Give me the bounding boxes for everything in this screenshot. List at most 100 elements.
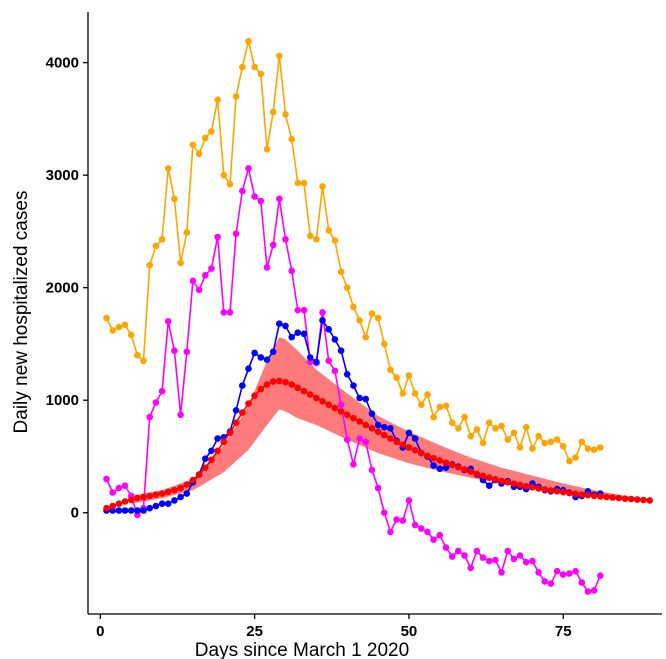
data-point (356, 317, 363, 324)
data-point (603, 493, 610, 501)
data-point (226, 180, 234, 188)
data-point (319, 317, 326, 324)
data-point (350, 382, 357, 389)
data-point (535, 569, 542, 576)
data-point (646, 497, 653, 504)
data-point (393, 438, 400, 446)
data-point (504, 547, 512, 555)
data-point (381, 423, 388, 431)
data-point (300, 387, 308, 395)
data-point (121, 507, 129, 514)
data-point (430, 454, 437, 462)
data-point (541, 439, 548, 447)
y-tick-label: 0 (71, 505, 79, 522)
data-point (282, 236, 289, 243)
data-point (171, 195, 178, 203)
data-point (640, 496, 647, 504)
data-point (381, 509, 388, 516)
data-point (189, 277, 197, 285)
series-0 (103, 38, 604, 465)
data-point (232, 93, 240, 100)
data-point (430, 536, 437, 543)
data-point (368, 466, 376, 474)
data-point (356, 394, 363, 402)
data-point (343, 371, 351, 378)
data-point (529, 445, 536, 452)
data-point (343, 284, 351, 292)
data-point (387, 528, 394, 536)
data-point (177, 259, 184, 267)
data-point (152, 502, 160, 510)
data-point (522, 482, 530, 490)
data-point (405, 497, 413, 504)
data-point (134, 507, 141, 514)
data-point (319, 309, 326, 316)
data-point (504, 436, 512, 443)
data-point (319, 398, 326, 405)
x-tick-label: 50 (401, 623, 418, 640)
data-point (399, 390, 407, 397)
data-point (424, 452, 431, 460)
data-point (387, 366, 394, 374)
data-point (597, 444, 604, 451)
data-point (535, 432, 542, 440)
data-point (381, 431, 388, 439)
data-point (313, 236, 320, 243)
data-point (405, 429, 413, 437)
data-point (609, 494, 616, 501)
data-point (269, 241, 277, 249)
data-point (522, 423, 530, 431)
data-point (436, 531, 444, 539)
data-point (337, 408, 345, 415)
data-point (572, 490, 579, 498)
data-point (566, 457, 573, 465)
data-point (485, 419, 493, 427)
data-point (183, 490, 191, 497)
data-point (288, 333, 296, 341)
data-point (294, 384, 302, 392)
data-point (485, 557, 493, 565)
data-point (183, 348, 191, 356)
data-point (294, 329, 302, 337)
data-point (578, 438, 586, 446)
data-point (294, 306, 302, 314)
data-point (115, 323, 123, 331)
data-point (171, 347, 178, 355)
data-point (282, 111, 289, 118)
data-point (263, 264, 271, 271)
data-point (411, 447, 419, 454)
data-point (627, 495, 635, 503)
data-point (448, 461, 456, 469)
x-tick-label: 75 (555, 623, 572, 640)
data-point (127, 496, 135, 504)
data-point (350, 414, 357, 422)
data-point (300, 179, 308, 187)
data-point (331, 404, 339, 412)
data-point (529, 484, 536, 491)
data-point (121, 498, 129, 505)
data-point (504, 479, 512, 486)
data-point (164, 318, 172, 325)
data-point (202, 455, 209, 463)
data-point (455, 547, 462, 555)
data-point (485, 482, 493, 490)
data-point (436, 457, 444, 464)
data-point (405, 372, 413, 379)
data-point (202, 134, 209, 142)
data-point (337, 347, 345, 355)
data-point (282, 322, 289, 330)
data-point (251, 63, 258, 71)
data-point (584, 491, 592, 499)
data-point (127, 331, 135, 339)
data-point (331, 367, 339, 375)
data-point (387, 425, 394, 432)
data-point (368, 425, 376, 432)
y-ticks: 0 1000 2000 3000 4000 (46, 55, 88, 522)
data-point (547, 580, 555, 587)
data-point (140, 357, 147, 365)
data-point (510, 480, 518, 488)
data-point (251, 392, 258, 400)
data-point (418, 449, 425, 457)
data-point (559, 571, 567, 578)
